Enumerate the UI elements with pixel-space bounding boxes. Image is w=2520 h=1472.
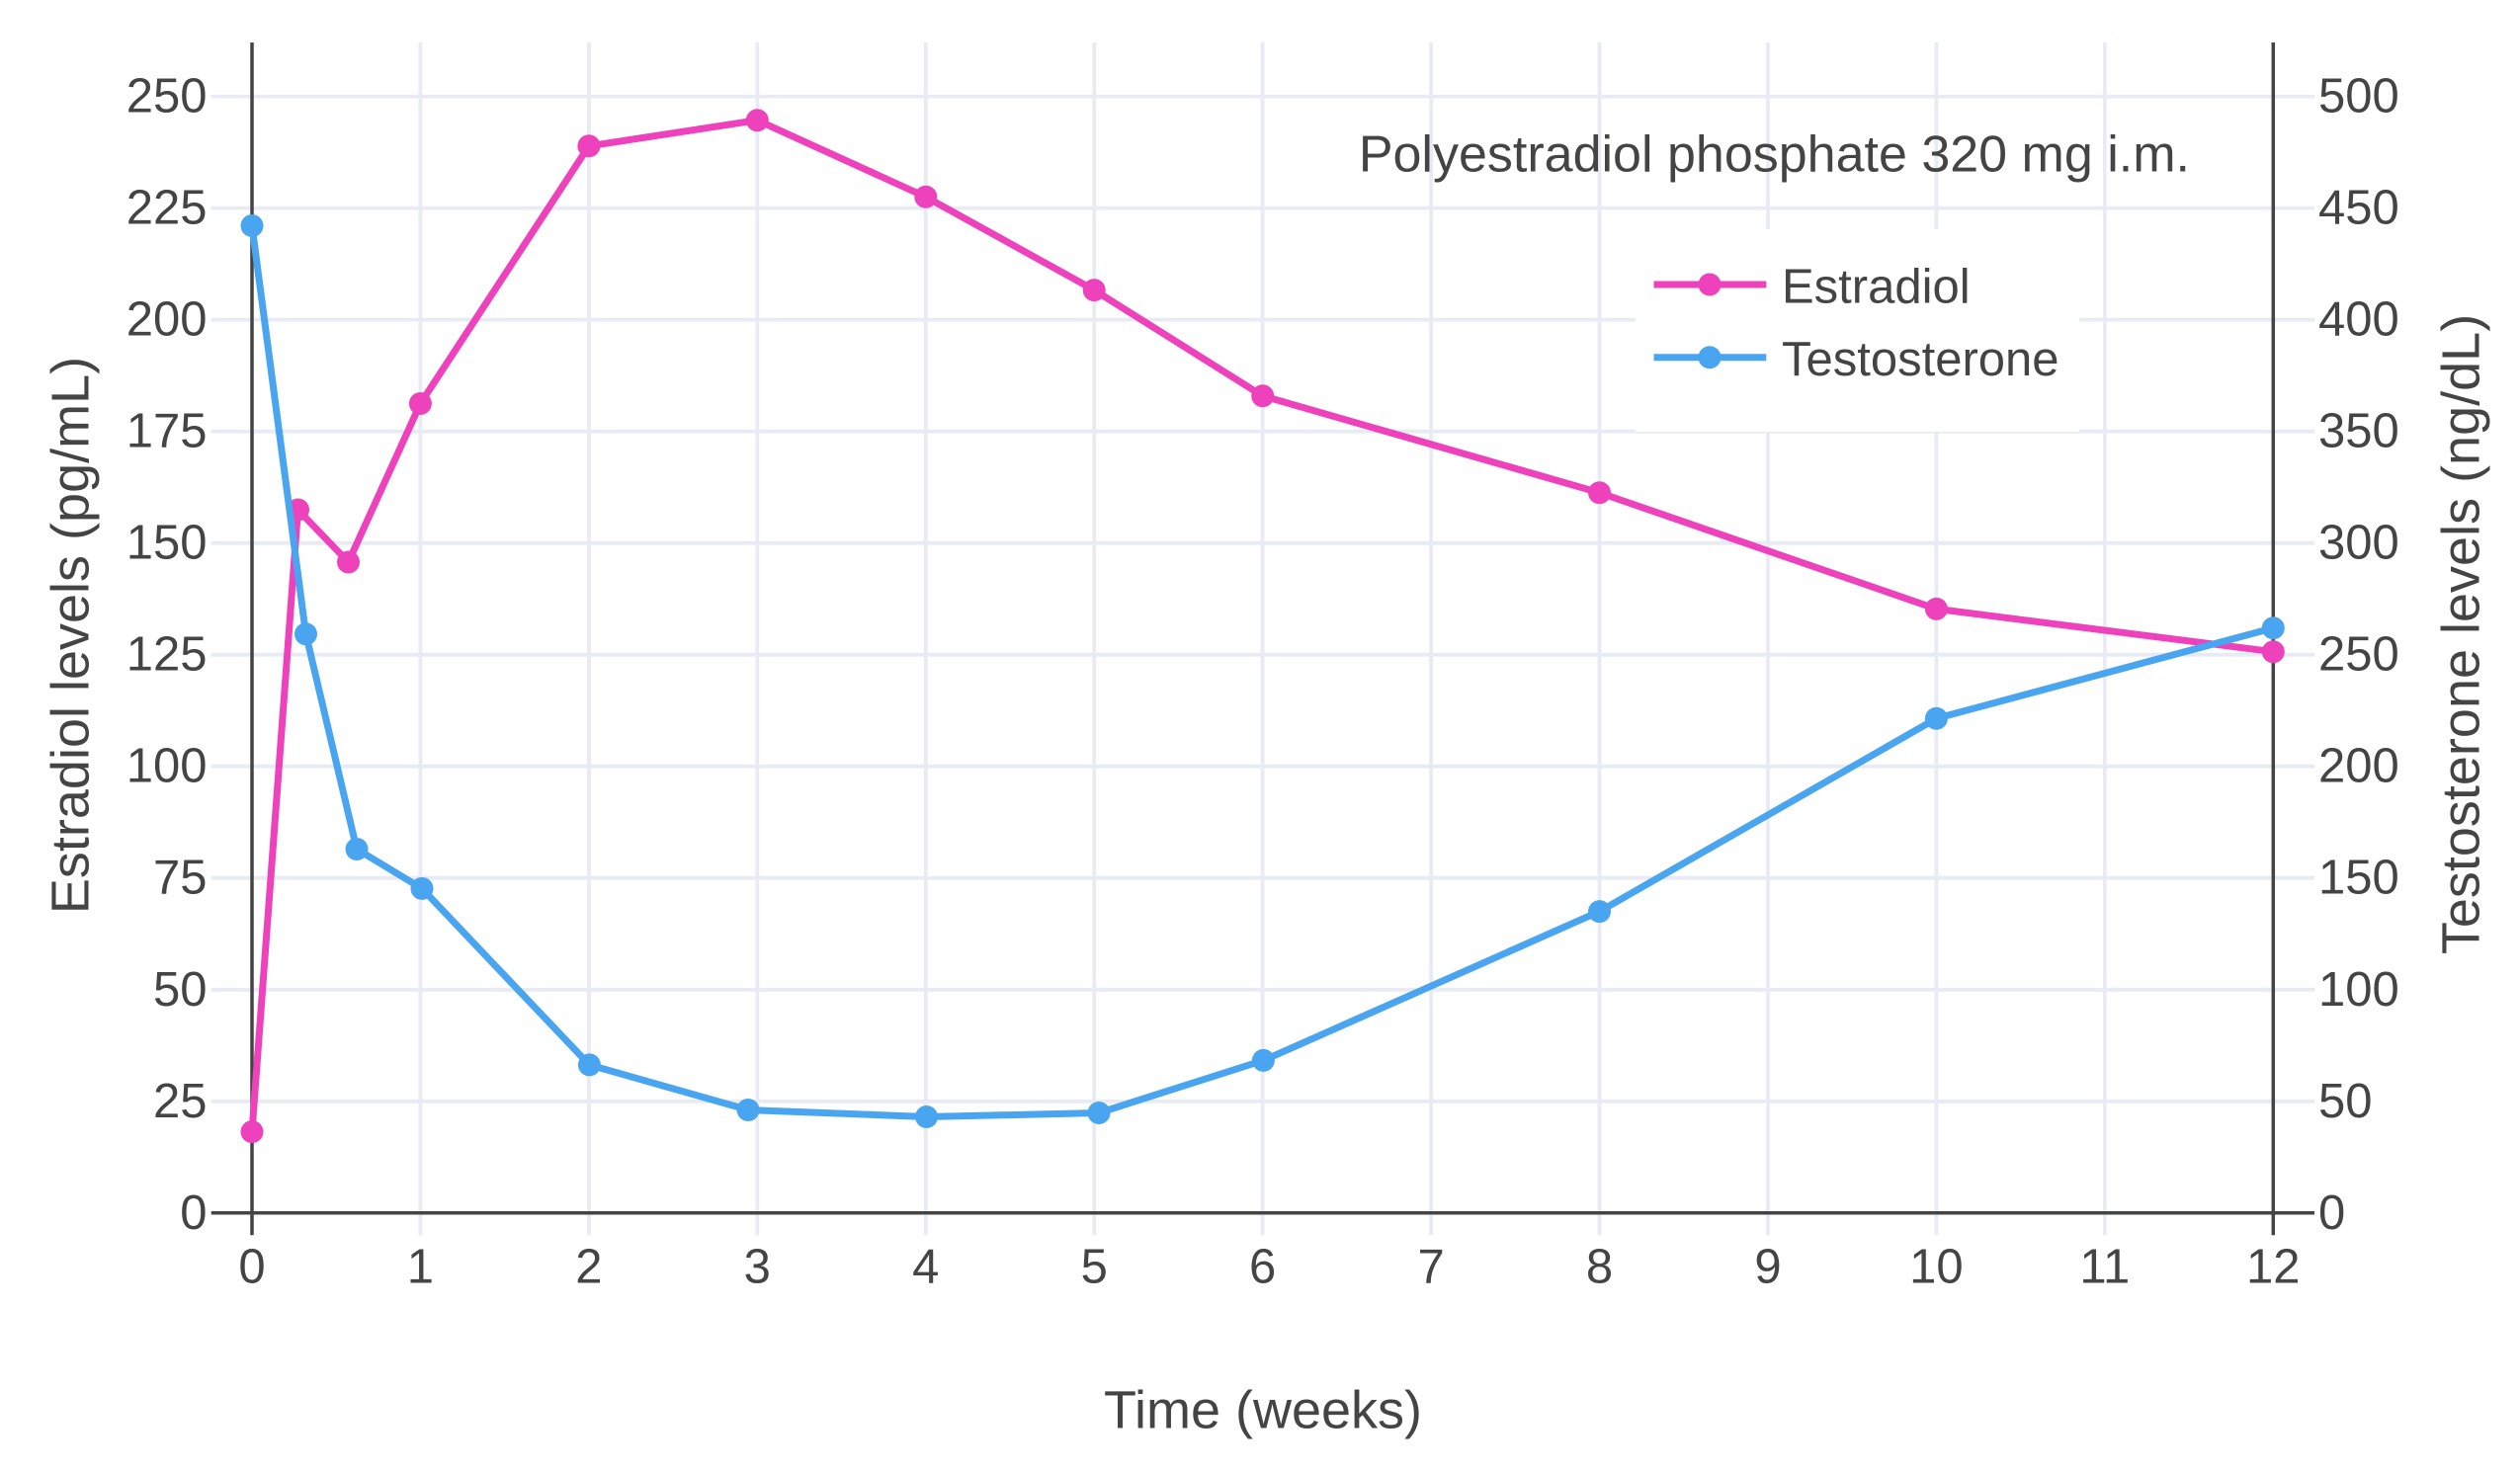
svg-text:3: 3 bbox=[744, 1241, 771, 1294]
svg-text:225: 225 bbox=[126, 182, 208, 235]
svg-text:200: 200 bbox=[2318, 740, 2399, 793]
svg-text:11: 11 bbox=[2079, 1241, 2130, 1294]
svg-text:500: 500 bbox=[2318, 70, 2399, 123]
svg-text:6: 6 bbox=[1249, 1241, 1276, 1294]
svg-text:0: 0 bbox=[180, 1186, 207, 1240]
svg-text:0: 0 bbox=[238, 1241, 265, 1294]
svg-text:10: 10 bbox=[1909, 1241, 1964, 1294]
svg-text:5: 5 bbox=[1081, 1241, 1108, 1294]
svg-text:250: 250 bbox=[126, 70, 208, 123]
svg-text:100: 100 bbox=[2318, 963, 2399, 1017]
svg-text:7: 7 bbox=[1417, 1241, 1444, 1294]
svg-text:Testosterone: Testosterone bbox=[1782, 333, 2059, 386]
svg-text:Time (weeks): Time (weeks) bbox=[1104, 1380, 1422, 1439]
svg-text:9: 9 bbox=[1754, 1241, 1781, 1294]
svg-text:300: 300 bbox=[2318, 517, 2399, 570]
svg-text:100: 100 bbox=[126, 740, 208, 793]
svg-text:25: 25 bbox=[153, 1075, 208, 1128]
svg-text:350: 350 bbox=[2318, 405, 2399, 458]
svg-text:4: 4 bbox=[912, 1241, 939, 1294]
svg-text:150: 150 bbox=[2318, 852, 2399, 905]
svg-text:50: 50 bbox=[153, 963, 208, 1017]
svg-text:400: 400 bbox=[2318, 293, 2399, 347]
svg-text:75: 75 bbox=[153, 852, 208, 905]
svg-text:200: 200 bbox=[126, 293, 208, 347]
svg-text:2: 2 bbox=[575, 1241, 602, 1294]
svg-text:Polyestradiol phosphate 320 mg: Polyestradiol phosphate 320 mg i.m. bbox=[1359, 126, 2190, 184]
svg-text:0: 0 bbox=[2318, 1186, 2345, 1240]
svg-text:1: 1 bbox=[407, 1241, 434, 1294]
svg-text:150: 150 bbox=[126, 517, 208, 570]
svg-text:Estradiol: Estradiol bbox=[1782, 261, 1971, 314]
svg-text:12: 12 bbox=[2246, 1241, 2301, 1294]
svg-text:450: 450 bbox=[2318, 182, 2399, 235]
svg-text:Estradiol levels (pg/mL): Estradiol levels (pg/mL) bbox=[42, 357, 101, 914]
svg-text:250: 250 bbox=[2318, 628, 2399, 682]
svg-text:Testosterone levels (ng/dL): Testosterone levels (ng/dL) bbox=[2432, 314, 2491, 954]
svg-text:125: 125 bbox=[126, 628, 208, 682]
svg-text:50: 50 bbox=[2318, 1075, 2373, 1128]
svg-text:8: 8 bbox=[1586, 1241, 1613, 1294]
svg-text:175: 175 bbox=[126, 405, 208, 458]
